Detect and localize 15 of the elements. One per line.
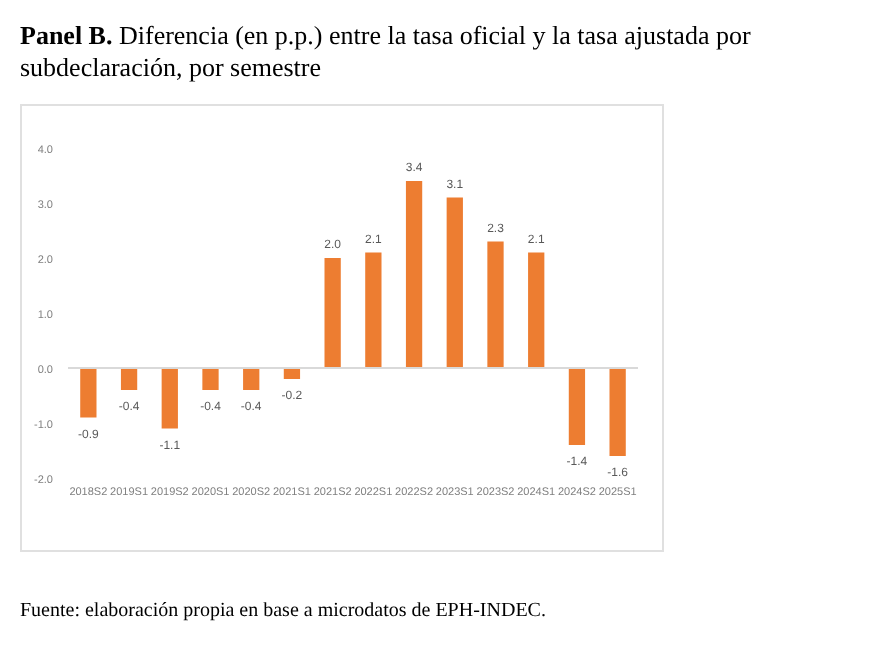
bar — [243, 368, 260, 390]
bar — [365, 252, 382, 368]
source-note: Fuente: elaboración propia en base a microdatos de EPH-INDEC. — [20, 600, 546, 622]
bar — [405, 181, 423, 368]
bar — [324, 258, 341, 368]
bar — [528, 252, 545, 368]
chart-title: Panel B. Diferencia (en p.p.) entre la tasa oficial y la tasa ajustada por subdeclaración, por semestre — [20, 20, 753, 84]
bar — [609, 368, 626, 456]
bar — [80, 368, 97, 418]
bar — [568, 368, 586, 445]
bar — [120, 368, 138, 390]
bar — [161, 368, 178, 429]
bar — [202, 368, 219, 390]
bar — [487, 241, 504, 368]
bar — [446, 197, 463, 368]
